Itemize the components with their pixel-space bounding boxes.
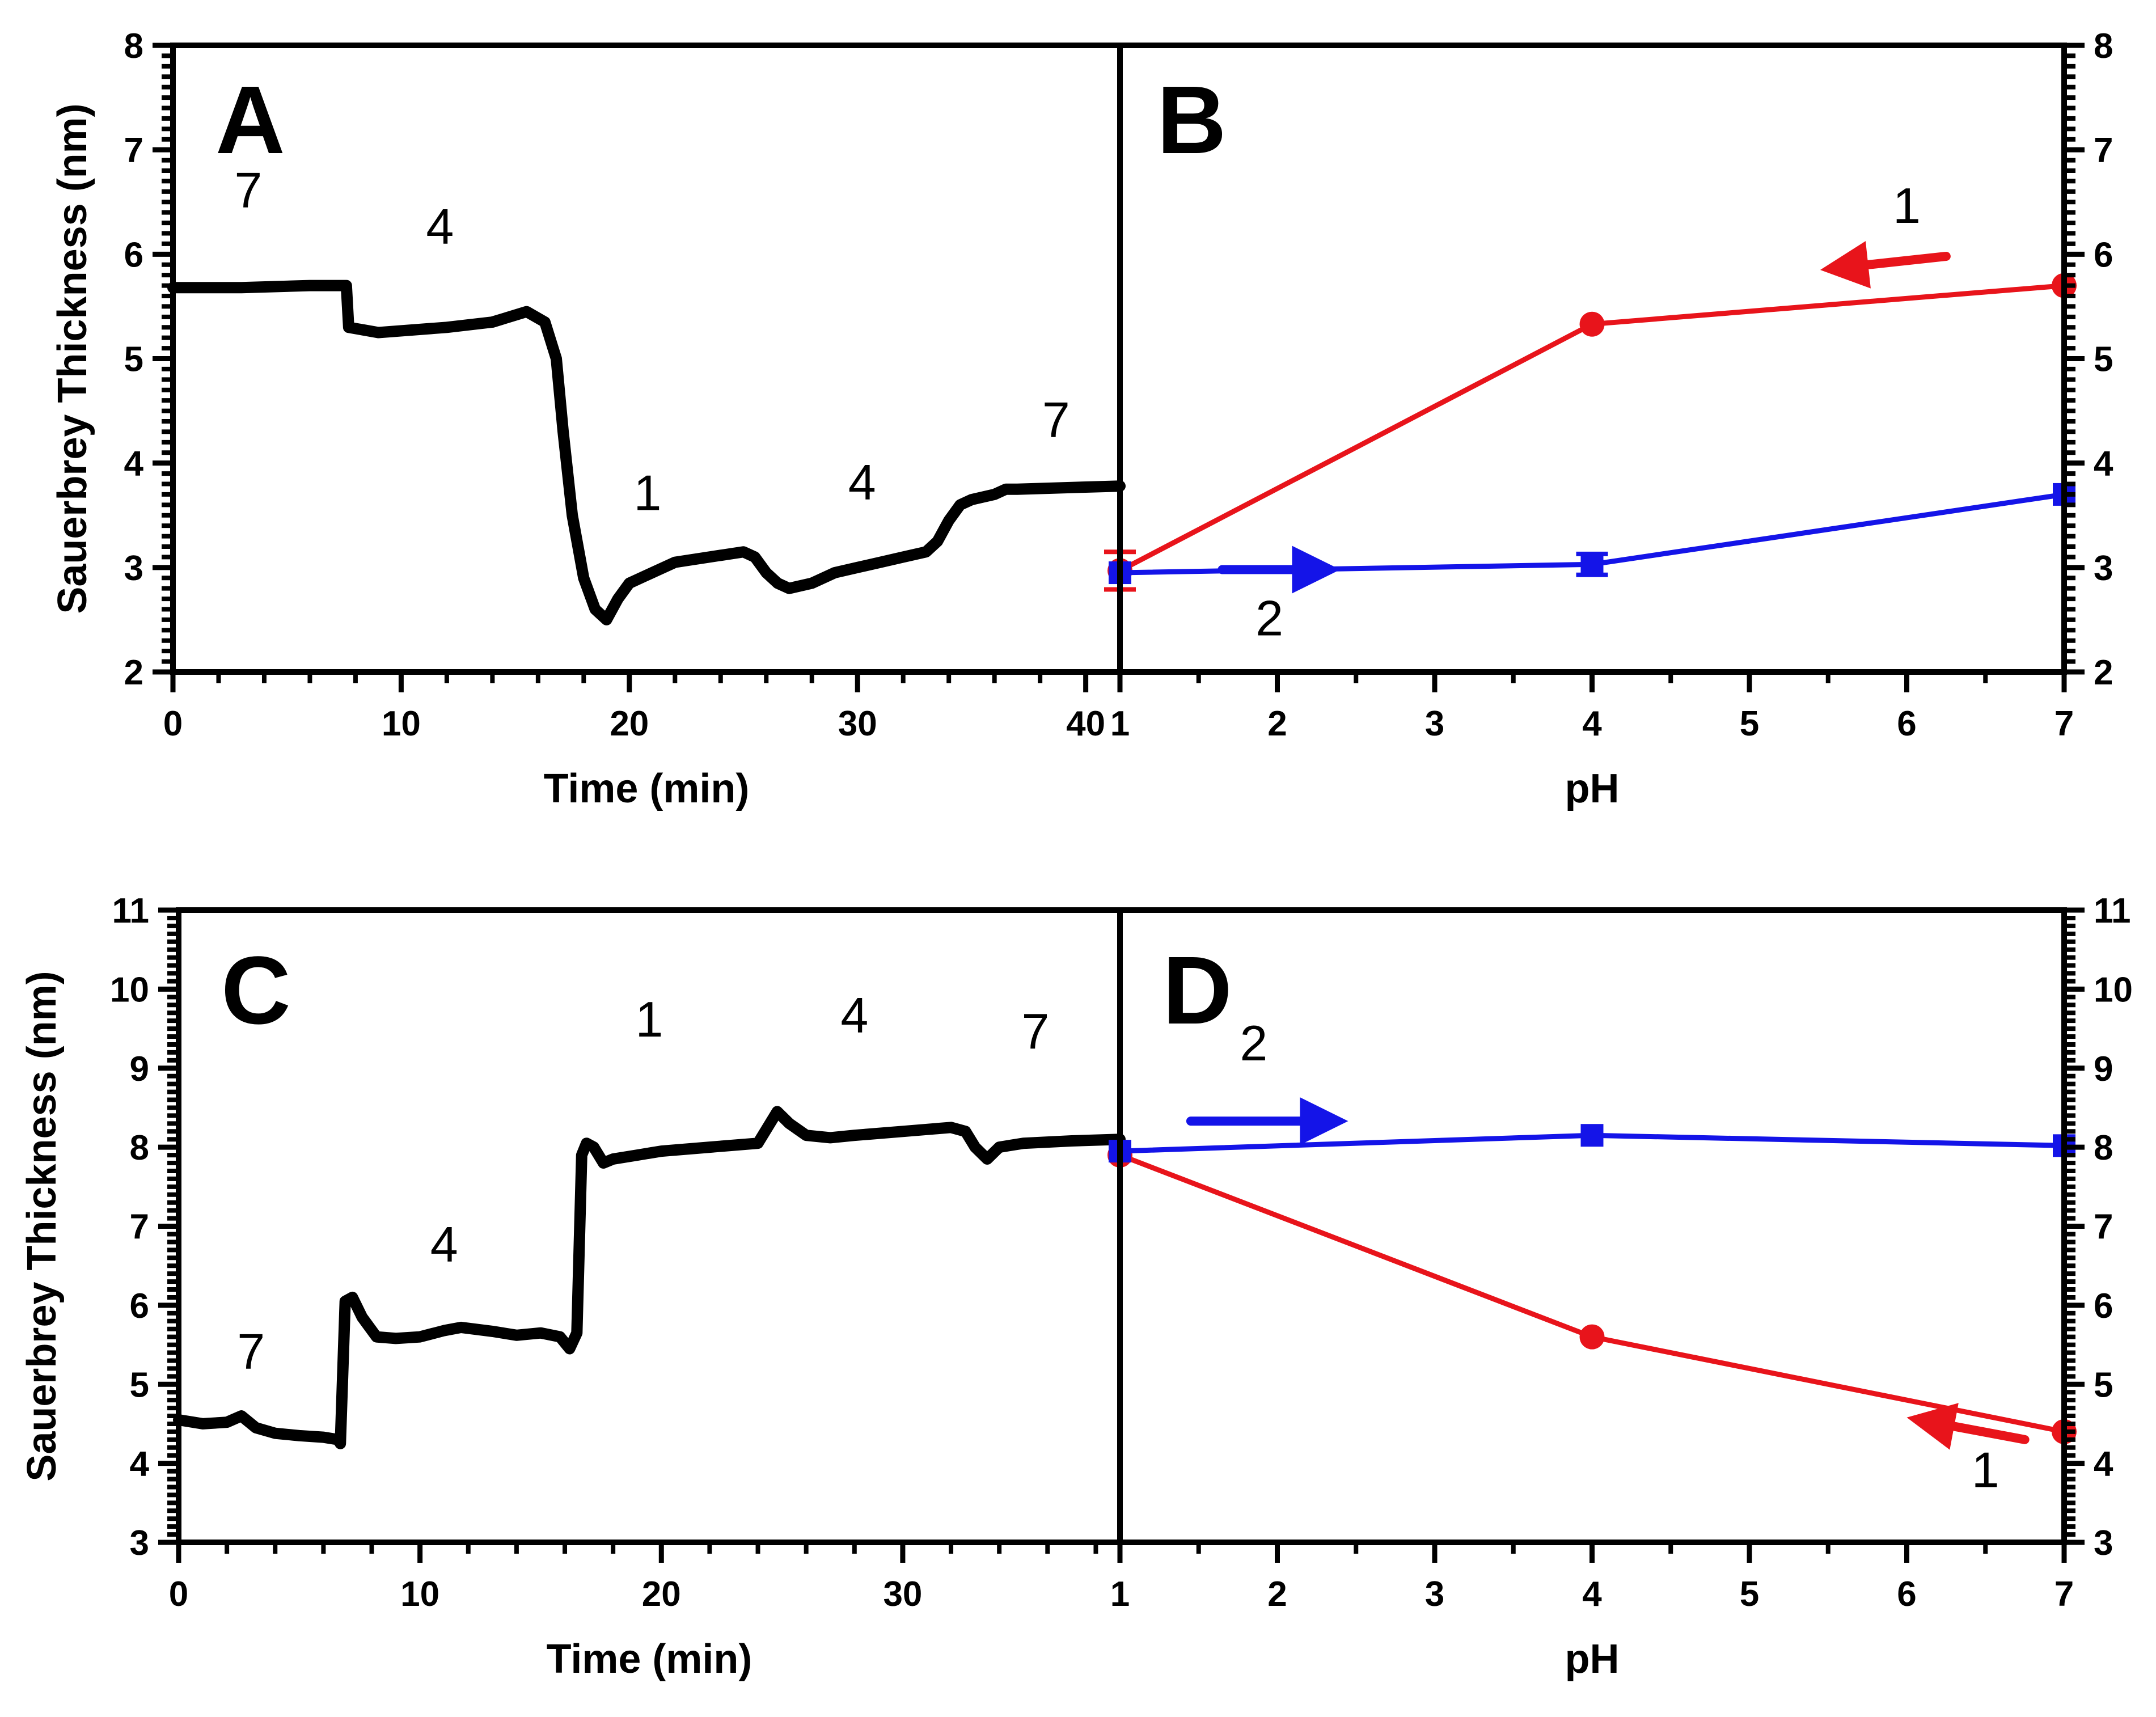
y-tick-label-D: 10 (2094, 970, 2133, 1009)
data-point-B-1 (1579, 311, 1605, 337)
y-axis-title-C: Sauerbrey Thickness (nm) (19, 971, 65, 1481)
x-axis-title-D: pH (1565, 1636, 1620, 1682)
data-point-B-2 (1580, 553, 1604, 576)
x-tick-label-D: 6 (1897, 1575, 1916, 1614)
y-tick-label-C: 3 (130, 1524, 149, 1563)
annotation-label-D: 1 (1972, 1441, 1999, 1498)
y-tick-label-A: 6 (124, 235, 143, 274)
annotation-label-A: 7 (1042, 392, 1070, 448)
x-tick-label-A: 10 (382, 704, 421, 743)
panel-letter-B: B (1157, 66, 1227, 174)
x-tick-label-B: 4 (1582, 704, 1602, 743)
y-tick-label-D: 6 (2094, 1287, 2113, 1326)
y-tick-label-D: 9 (2094, 1050, 2113, 1089)
y-tick-label-D: 5 (2094, 1365, 2113, 1405)
annotation-label-B: 1 (1893, 177, 1921, 234)
y-tick-label-B: 5 (2094, 340, 2113, 379)
y-tick-label-D: 11 (2094, 891, 2131, 931)
y-tick-label-C: 4 (130, 1445, 150, 1484)
x-tick-label-A: 30 (838, 704, 877, 743)
y-tick-label-B: 8 (2094, 27, 2113, 66)
arrow-head-D-1 (1906, 1403, 1959, 1450)
y-tick-label-D: 8 (2094, 1128, 2113, 1168)
y-tick-label-C: 5 (130, 1365, 149, 1405)
y-tick-label-A: 2 (124, 653, 143, 692)
x-tick-label-A: 40 (1066, 704, 1105, 743)
annotation-label-A: 4 (848, 454, 876, 510)
x-tick-label-A: 20 (610, 704, 649, 743)
annotation-label-A: 4 (426, 198, 454, 255)
arrow-shaft-D-1 (1950, 1422, 2030, 1444)
x-tick-label-C: 30 (883, 1575, 922, 1614)
x-tick-label-D: 3 (1425, 1575, 1444, 1614)
annotation-label-B: 2 (1255, 590, 1283, 646)
y-tick-label-A: 5 (124, 340, 143, 379)
y-tick-label-C: 7 (130, 1208, 149, 1247)
annotation-label-A: 1 (634, 465, 662, 521)
arrow-head-B-2 (1292, 545, 1341, 594)
panel-letter-D: D (1162, 937, 1232, 1044)
y-tick-label-B: 3 (2094, 549, 2113, 588)
annotation-label-C: 1 (636, 991, 663, 1047)
annotation-label-D: 2 (1240, 1015, 1267, 1071)
annotation-label-A: 7 (234, 162, 262, 218)
x-tick-label-B: 6 (1897, 704, 1916, 743)
x-axis-title-C: Time (min) (547, 1636, 753, 1682)
x-tick-label-B: 5 (1740, 704, 1759, 743)
y-tick-label-D: 7 (2094, 1208, 2113, 1247)
y-tick-label-B: 7 (2094, 131, 2113, 170)
x-tick-label-B: 2 (1267, 704, 1287, 743)
y-tick-label-C: 6 (130, 1287, 149, 1326)
arrow-shaft-B-1 (1863, 252, 1951, 269)
series-line-C-trace (173, 1106, 1126, 1449)
panel-letter-A: A (215, 66, 285, 174)
y-tick-label-B: 2 (2094, 653, 2113, 692)
arrow-head-B-1 (1820, 241, 1871, 289)
y-tick-label-C: 9 (130, 1050, 149, 1089)
x-axis-title-A: Time (min) (544, 766, 750, 811)
y-tick-label-A: 7 (124, 131, 143, 170)
data-point-D-2 (1580, 1124, 1604, 1147)
x-tick-label-D: 2 (1267, 1575, 1287, 1614)
y-tick-label-C: 11 (112, 891, 149, 931)
x-tick-label-D: 5 (1740, 1575, 1759, 1614)
x-tick-label-B: 7 (2054, 704, 2074, 743)
y-tick-label-B: 4 (2094, 445, 2113, 484)
series-line-A-trace (167, 280, 1126, 625)
y-tick-label-A: 3 (124, 549, 143, 588)
y-tick-label-B: 6 (2094, 235, 2113, 274)
y-tick-label-A: 4 (124, 445, 144, 484)
x-tick-label-D: 1 (1110, 1575, 1130, 1614)
y-tick-label-D: 3 (2094, 1524, 2113, 1563)
y-axis-title-A: Sauerbrey Thickness (nm) (50, 103, 95, 614)
x-tick-label-C: 0 (169, 1575, 188, 1614)
annotation-label-C: 7 (237, 1323, 265, 1379)
x-tick-label-C: 10 (400, 1575, 439, 1614)
x-tick-label-B: 3 (1425, 704, 1444, 743)
panel-letter-C: C (221, 937, 291, 1044)
annotation-label-C: 4 (840, 987, 868, 1043)
data-point-D-1 (1579, 1324, 1605, 1350)
annotation-label-C: 4 (430, 1216, 458, 1272)
x-tick-label-D: 7 (2054, 1575, 2074, 1614)
annotation-label-C: 7 (1022, 1003, 1050, 1059)
y-tick-label-C: 10 (110, 970, 149, 1009)
x-tick-label-D: 4 (1582, 1575, 1602, 1614)
x-axis-title-B: pH (1565, 766, 1620, 811)
arrow-head-D-2 (1300, 1097, 1348, 1145)
x-tick-label-A: 0 (163, 704, 183, 743)
x-tick-label-B: 1 (1110, 704, 1130, 743)
y-tick-label-A: 8 (124, 27, 143, 66)
y-tick-label-D: 4 (2094, 1445, 2113, 1484)
x-tick-label-C: 20 (642, 1575, 681, 1614)
y-tick-label-C: 8 (130, 1128, 149, 1168)
